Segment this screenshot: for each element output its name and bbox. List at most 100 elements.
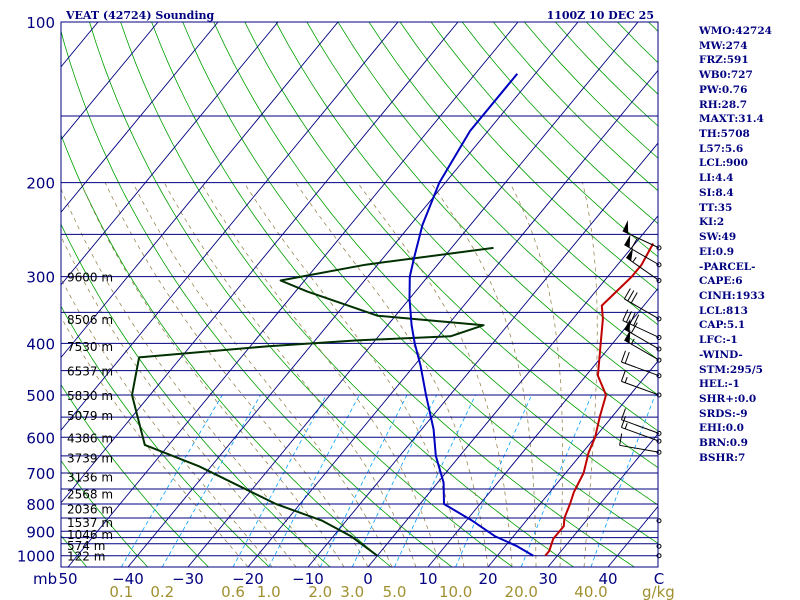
wind-barb-station — [656, 346, 662, 352]
wind-barb-pennant — [622, 220, 629, 234]
temperature-tick-label: 40 — [598, 570, 617, 588]
sounding-index: SI:8.4 — [699, 186, 734, 199]
moist-adiabat-line — [163, 182, 417, 567]
mixing-ratio-unit-label: g/kg — [642, 583, 675, 600]
sounding-index: TT:35 — [699, 201, 733, 214]
sounding-index: HEL:-1 — [699, 378, 740, 391]
wind-barb — [656, 518, 662, 524]
sounding-index: LI:4.4 — [699, 172, 734, 185]
moist-adiabat-line — [582, 182, 598, 567]
height-tick-label: 3739 m — [67, 452, 113, 466]
dry-adiabat-line — [213, 22, 658, 506]
wind-barb-full — [630, 322, 638, 334]
isotherm-line — [67, 22, 519, 567]
wind-barb-pennant — [624, 318, 631, 333]
profile-line-1 — [408, 73, 534, 557]
height-tick-label: 122 m — [67, 550, 105, 564]
wind-barb-full — [622, 309, 629, 321]
wind-barb-full — [620, 415, 626, 428]
wind-barb — [656, 543, 662, 549]
wind-barb-pennant — [624, 329, 631, 344]
wind-barb-staff — [624, 339, 660, 361]
wind-barb-full — [620, 408, 626, 420]
wind-barb-staff — [622, 230, 660, 249]
sounding-index: LCL:900 — [699, 157, 748, 170]
wind-barb-full — [630, 238, 638, 249]
sounding-index: FRZ:591 — [699, 54, 749, 67]
isotherm-line — [61, 22, 339, 359]
profile-line-0 — [131, 246, 494, 557]
wind-barb-station — [656, 430, 662, 436]
wind-barb-station — [656, 438, 662, 444]
sounding-index: MAXT:31.4 — [699, 113, 764, 126]
moist-adiabat-line — [200, 182, 441, 567]
mixing-ratio-tick-label: 0.6 — [221, 583, 245, 600]
height-tick-label: 7530 m — [67, 340, 113, 354]
wind-barb-staff — [621, 361, 660, 377]
mixing-ratio-tick-label: 40.0 — [574, 583, 607, 600]
moist-adiabat-line — [61, 277, 273, 567]
moist-adiabat-line — [61, 187, 321, 567]
isotherm-line — [61, 22, 219, 213]
sounding-profiles — [131, 73, 654, 557]
wind-barb — [623, 288, 662, 322]
wind-barb — [624, 329, 662, 363]
sounding-index: WMO:42724 — [699, 25, 772, 37]
height-tick-label: 6537 m — [67, 365, 113, 379]
mixing-ratio-line — [268, 394, 360, 567]
sounding-index: LFC:-1 — [699, 334, 738, 347]
isotherm-line — [127, 22, 579, 567]
height-tick-label: 8506 m — [67, 313, 113, 327]
moist-adiabat-line — [104, 182, 369, 567]
temperature-tick-label: −20 — [232, 570, 264, 588]
dry-adiabat-line — [182, 22, 658, 544]
isotherm-line — [61, 22, 159, 141]
dry-adiabat-line — [275, 22, 658, 432]
temperature-tick-label: −10 — [292, 570, 324, 588]
profile-line-2 — [544, 243, 654, 557]
temperature-tick-label: 10 — [418, 570, 437, 588]
dry-adiabat-line — [120, 22, 574, 567]
dry-adiabat-line — [61, 383, 209, 567]
sounding-index: RH:28.7 — [699, 98, 748, 111]
mixing-ratio-line — [520, 394, 593, 567]
chart-time: 1100Z 10 DEC 25 — [547, 9, 654, 22]
wind-barb-staff — [624, 298, 660, 320]
temperature-tick-label: −30 — [172, 570, 204, 588]
wind-barb-column — [619, 220, 662, 559]
dry-adiabat-line — [244, 22, 658, 469]
sounding-index: BSHR:7 — [699, 451, 746, 464]
wind-barb-station — [656, 392, 662, 398]
wind-barb — [620, 369, 662, 398]
sounding-index: -WIND- — [699, 348, 743, 361]
wind-barb-station — [656, 518, 662, 524]
wind-barb-pennant — [626, 247, 634, 261]
wind-barb-half — [624, 376, 628, 383]
mixing-ratio-tick-label: 2.0 — [308, 583, 332, 600]
mixing-ratio-tick-label: 0.2 — [150, 583, 174, 600]
temperature-tick-label: 30 — [538, 570, 557, 588]
wind-barb-station — [656, 373, 662, 379]
temperature-tick-label: 20 — [478, 570, 497, 588]
sounding-index: STM:295/5 — [699, 363, 763, 376]
wind-barb — [620, 415, 662, 444]
pressure-tick-label: 1000 — [17, 548, 55, 566]
sounding-index: LCL:813 — [699, 304, 748, 317]
height-tick-label: 3136 m — [67, 470, 113, 484]
moist-adiabat-line — [509, 182, 563, 567]
height-tick-label: 4386 m — [67, 431, 113, 445]
mixing-ratio-tick-label: 1.0 — [257, 583, 281, 600]
sounding-index: SRDS:-9 — [699, 407, 748, 420]
wind-barb — [624, 234, 662, 268]
sounding-index: TH:5708 — [699, 128, 750, 141]
wind-barb-half — [630, 338, 635, 345]
moist-adiabat-line — [430, 182, 537, 567]
wind-barb-station — [656, 262, 662, 268]
temperature-tick-label: 0 — [363, 570, 373, 588]
mixing-ratio-tick-label: 0.1 — [109, 583, 133, 600]
isotherm-line — [367, 215, 658, 567]
mixing-ratio-line — [120, 394, 223, 567]
plot-frame — [60, 21, 659, 568]
wind-barb-full — [629, 312, 636, 325]
wind-barb-station — [656, 316, 662, 322]
